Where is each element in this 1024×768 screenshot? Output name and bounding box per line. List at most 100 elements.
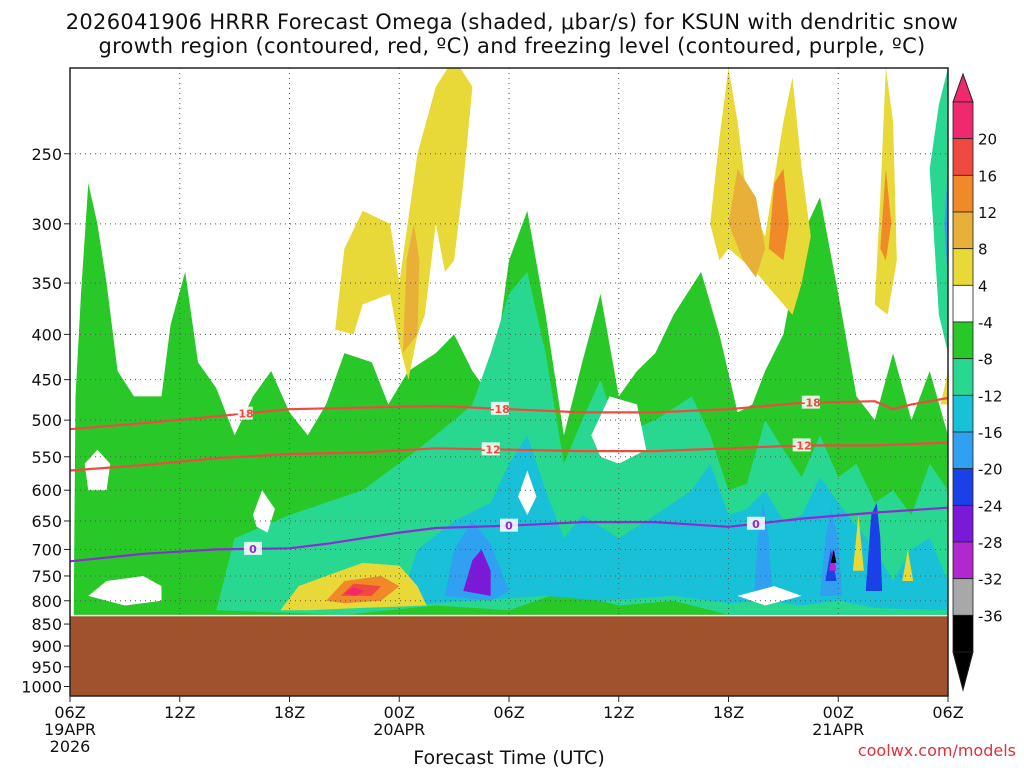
colorbar-bottom-arrow — [952, 651, 974, 692]
colorbar-top-arrow — [952, 72, 974, 103]
omega-region-9 — [830, 549, 837, 563]
colorbar-label-6: -8 — [978, 351, 993, 369]
terrain-below-surface — [70, 616, 948, 696]
contour-label-bg — [792, 438, 811, 452]
omega-calm-region-0 — [88, 576, 162, 606]
colorbar-label-1: 16 — [978, 167, 997, 185]
temperature-contours: -18 -18 -18 -12 -12 0 0 0 — [70, 395, 948, 563]
colorbar-label-4: 4 — [978, 277, 988, 295]
colorbar-segment-2 — [952, 174, 974, 213]
y-axis-ticks: 250 300 350 400 450 500 550 600 650 700 750 800 850 9… — [21, 145, 70, 697]
y-tick-label-350: 350 — [31, 274, 62, 293]
y-tick-label-850: 850 — [31, 615, 62, 634]
x-tick-date-0: 19APR — [44, 720, 96, 739]
y-tick-label-650: 650 — [31, 512, 62, 531]
colorbar-label-9: -20 — [978, 461, 1003, 479]
contour-label-bg — [481, 442, 500, 456]
colorbar-label-13: -36 — [978, 607, 1003, 625]
colorbar-segment-1 — [952, 138, 974, 176]
omega-region-21 — [880, 168, 892, 261]
colorbar-segment-0 — [952, 101, 974, 140]
contour-0 — [70, 506, 948, 563]
colorbar-label-11: -28 — [978, 534, 1003, 552]
colorbar-segment-9 — [952, 431, 974, 470]
contour-label-bg — [243, 541, 262, 555]
y-tick-label-600: 600 — [31, 481, 62, 500]
colorbar-label-12: -32 — [978, 571, 1003, 589]
credit-link[interactable]: coolwx.com/models — [858, 741, 1016, 760]
colorbar-label-2: 12 — [978, 204, 997, 222]
colorbar-label-5: -4 — [978, 314, 993, 332]
y-tick-label-500: 500 — [31, 411, 62, 430]
colorbar-segment-3 — [952, 211, 974, 250]
colorbar-segment-4 — [952, 248, 974, 286]
contour-label-0: 0 — [505, 520, 513, 533]
contour-label-bg — [746, 516, 765, 530]
omega-calm-region-2 — [252, 490, 275, 533]
omega-shading — [73, 68, 948, 615]
omega-region-4 — [463, 549, 491, 596]
contour-label--18: -18 — [490, 403, 510, 416]
x-tick-year-0: 2026 — [50, 737, 91, 756]
x-tick-date-18: 20APR — [373, 720, 425, 739]
omega-region-5 — [754, 502, 773, 596]
contour-label-bg — [500, 518, 518, 532]
omega-region-17 — [710, 68, 811, 315]
chart-title-line-2: growth region (contoured, red, ºC) and f… — [98, 34, 926, 58]
colorbar: 20 16 12 8 4 -4 -8 -12 -16 -20 -24 -28 -32 -36 — [952, 72, 1003, 692]
contour-label-bg — [490, 401, 509, 415]
y-tick-label-950: 950 — [31, 658, 62, 677]
x-tick-label-0: 06Z — [54, 703, 85, 722]
y-tick-label-800: 800 — [31, 592, 62, 611]
contour-label--12: -12 — [792, 439, 812, 452]
colorbar-segment-14 — [952, 614, 974, 653]
contour-label-0: 0 — [752, 518, 760, 531]
omega-calm-region-1 — [84, 449, 111, 491]
colorbar-label-7: -12 — [978, 387, 1003, 405]
x-tick-date-42: 21APR — [812, 720, 864, 739]
omega-region-10 — [865, 502, 883, 591]
colorbar-label-3: 8 — [978, 241, 988, 259]
omega-region-15 — [335, 68, 473, 380]
y-tick-label-1000: 1000 — [21, 678, 62, 697]
colorbar-label-0: 20 — [978, 131, 997, 149]
omega-region-18 — [728, 168, 766, 278]
omega-region-14 — [344, 587, 365, 596]
x-tick-label-18: 00Z — [384, 703, 415, 722]
colorbar-segment-12 — [952, 541, 974, 580]
y-tick-label-750: 750 — [31, 567, 62, 586]
contour-label--18: -18 — [801, 397, 821, 410]
colorbar-segment-10 — [952, 468, 974, 506]
y-tick-label-700: 700 — [31, 540, 62, 559]
colorbar-segment-13 — [952, 578, 974, 616]
omega-region-22 — [929, 68, 948, 354]
omega-region-23 — [944, 168, 948, 284]
omega-region-26 — [902, 549, 914, 581]
y-tick-label-900: 900 — [31, 637, 62, 656]
x-tick-label-6: 12Z — [164, 703, 195, 722]
colorbar-segment-7 — [952, 358, 974, 396]
chart-title-line-1: 2026041906 HRRR Forecast Omega (shaded, … — [65, 10, 959, 34]
contour-label-bg — [801, 395, 820, 409]
omega-calm-region-5 — [737, 586, 802, 606]
y-tick-label-450: 450 — [31, 371, 62, 390]
y-tick-label-250: 250 — [31, 145, 62, 164]
y-tick-label-300: 300 — [31, 215, 62, 234]
omega-calm-region-4 — [518, 470, 537, 515]
y-tick-label-550: 550 — [31, 448, 62, 467]
omega-region-25 — [852, 515, 864, 571]
colorbar-label-8: -16 — [978, 424, 1003, 442]
contour-label-bg — [234, 406, 253, 420]
x-tick-label-42: 00Z — [823, 703, 854, 722]
omega-region-19 — [768, 168, 789, 261]
omega-region-24 — [940, 371, 948, 405]
x-tick-label-48: 06Z — [932, 703, 963, 722]
y-tick-label-400: 400 — [31, 325, 62, 344]
colorbar-segment-11 — [952, 504, 974, 543]
colorbar-segment-8 — [952, 394, 974, 433]
colorbar-label-10: -24 — [978, 497, 1003, 515]
omega-region-16 — [402, 223, 420, 354]
contour-label--12: -12 — [481, 443, 501, 456]
